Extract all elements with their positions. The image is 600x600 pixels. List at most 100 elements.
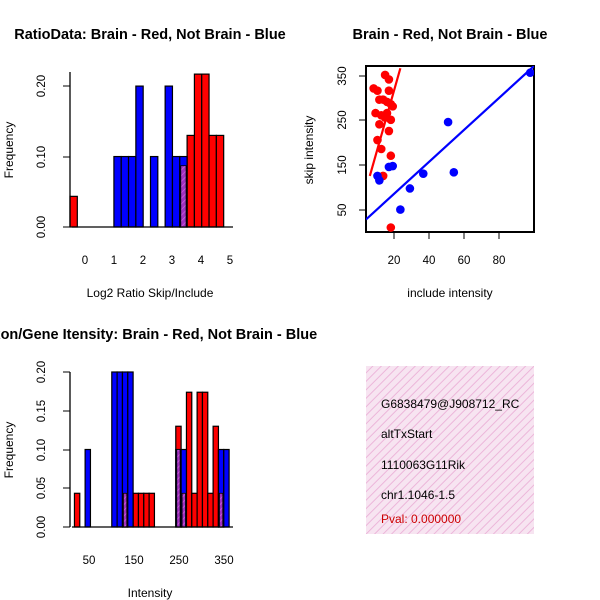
intensity-ytick-label: 0.15 bbox=[36, 400, 48, 422]
ratio-overlap-bar bbox=[180, 165, 187, 228]
ratio-xtick-label: 0 bbox=[82, 255, 88, 267]
ratio-red-bar bbox=[186, 134, 196, 228]
ratio-xtick-label: 3 bbox=[169, 255, 175, 267]
scatter-red-point bbox=[376, 144, 386, 154]
intensity-overlap-bar bbox=[123, 492, 128, 528]
scatter-blue-point bbox=[375, 176, 384, 185]
scatter-ytick-label: 350 bbox=[337, 66, 349, 85]
scatter-ytick-label: 150 bbox=[337, 155, 349, 174]
scatter-red-point bbox=[375, 120, 384, 129]
scatter-panel: Brain - Red, Not Brain - Blue 20 40 60 8… bbox=[302, 27, 547, 300]
ratio-histogram-title: RatioData: Brain - Red, Not Brain - Blue bbox=[14, 27, 286, 43]
intensity-red-bar bbox=[132, 492, 140, 528]
ratio-xtick-label: 5 bbox=[227, 255, 233, 267]
scatter-y-ticks: 50 150 250 350 bbox=[337, 66, 366, 216]
intensity-xtick-label: 50 bbox=[83, 555, 96, 567]
intensity-overlap-bar bbox=[176, 449, 181, 528]
scatter-red-point bbox=[384, 75, 394, 84]
intensity-x-axis-label: Intensity bbox=[128, 586, 173, 600]
intensity-ytick-label: 0.05 bbox=[36, 477, 48, 499]
intensity-blue-bar bbox=[223, 448, 230, 528]
intensity-blue-bar bbox=[84, 448, 92, 528]
intensity-red-bar bbox=[137, 492, 145, 528]
intensity-overlap-bar bbox=[219, 492, 224, 528]
ratio-x-axis-label: Log2 Ratio Skip/Include bbox=[87, 286, 214, 300]
ratio-xtick-label: 1 bbox=[111, 255, 117, 267]
scatter-y-axis-label: skip intensity bbox=[302, 116, 316, 185]
scatter-title: Brain - Red, Not Brain - Blue bbox=[353, 27, 548, 43]
scatter-red-point bbox=[386, 115, 396, 125]
intensity-blue-bar bbox=[116, 371, 124, 528]
ratio-blue-bar bbox=[135, 85, 144, 228]
scatter-plot-frame bbox=[365, 65, 535, 233]
scatter-red-point bbox=[384, 86, 394, 95]
ratio-blue-bar bbox=[171, 155, 181, 228]
ratio-red-bar bbox=[215, 134, 225, 228]
intensity-red-bar bbox=[201, 391, 209, 528]
info-box-background bbox=[366, 366, 534, 534]
ratio-ytick-label: 0.20 bbox=[36, 75, 48, 97]
scatter-red-fit-line bbox=[368, 67, 402, 177]
scatter-blue-point bbox=[443, 117, 453, 127]
ratio-blue-bar bbox=[120, 155, 130, 228]
intensity-red-bar bbox=[143, 492, 150, 528]
intensity-red-bar bbox=[73, 492, 81, 528]
intensity-y-ticks: 0.00 0.05 0.10 0.15 0.20 bbox=[36, 361, 70, 538]
ratio-blue-bar bbox=[164, 85, 174, 228]
scatter-red-point bbox=[382, 108, 392, 118]
scatter-red-point bbox=[388, 102, 398, 111]
scatter-blue-fit-line bbox=[366, 66, 534, 221]
scatter-blue-point bbox=[388, 161, 398, 171]
scatter-ytick-label: 250 bbox=[337, 110, 349, 129]
scatter-red-point bbox=[373, 86, 382, 95]
intensity-ytick-label: 0.10 bbox=[36, 439, 48, 461]
intensity-ytick-label: 0.00 bbox=[36, 516, 48, 538]
ratio-xtick-label: 4 bbox=[198, 255, 205, 267]
intensity-y-axis-label: Frequency bbox=[2, 422, 16, 479]
intensity-xtick-label: 350 bbox=[214, 555, 233, 567]
ratio-red-bar bbox=[193, 73, 203, 228]
intensity-blue-bar bbox=[127, 371, 134, 528]
intensity-ytick-label: 0.20 bbox=[36, 361, 48, 383]
scatter-xtick-label: 20 bbox=[388, 255, 401, 267]
info-location: chr1.1046-1.5 bbox=[381, 488, 455, 502]
ratio-y-axis-label: Frequency bbox=[2, 122, 16, 179]
ratio-blue-bar bbox=[113, 155, 122, 228]
ratio-red-bar bbox=[69, 195, 78, 228]
ratio-blue-bar bbox=[127, 155, 137, 228]
ratio-y-ticks: 0.00 0.10 0.20 bbox=[36, 75, 70, 238]
scatter-x-ticks: 20 40 60 80 bbox=[388, 232, 506, 267]
scatter-red-point bbox=[373, 135, 382, 145]
ratio-red-bar bbox=[208, 134, 217, 228]
ratio-histogram-bars bbox=[69, 73, 225, 228]
ratio-blue-bar bbox=[149, 155, 159, 228]
ratio-ytick-label: 0.10 bbox=[36, 146, 48, 168]
scatter-xtick-label: 60 bbox=[458, 255, 471, 267]
ratio-ytick-label: 0.00 bbox=[36, 216, 48, 238]
scatter-blue-point bbox=[418, 169, 428, 178]
intensity-red-bar bbox=[212, 425, 220, 528]
scatter-red-point bbox=[386, 223, 396, 232]
scatter-blue-point bbox=[396, 205, 405, 214]
scatter-xtick-label: 80 bbox=[493, 255, 506, 267]
intensity-red-bar bbox=[207, 492, 214, 528]
scatter-blue-point bbox=[525, 68, 534, 78]
scatter-ytick-label: 50 bbox=[337, 204, 349, 217]
ratio-red-bar bbox=[201, 73, 210, 228]
scatter-xtick-label: 40 bbox=[423, 255, 436, 267]
ratio-histogram-panel: RatioData: Brain - Red, Not Brain - Blue… bbox=[2, 27, 286, 300]
info-pval: Pval: 0.000000 bbox=[381, 512, 461, 526]
intensity-red-bar bbox=[191, 492, 198, 528]
intensity-histogram-panel: Exon/Gene Itensity: Brain - Red, Not Bra… bbox=[0, 327, 317, 600]
scatter-marks bbox=[366, 66, 534, 232]
scatter-x-axis-label: include intensity bbox=[407, 286, 492, 300]
ratio-x-ticks: 0 1 2 3 4 5 bbox=[82, 255, 233, 267]
scatter-blue-point bbox=[449, 168, 459, 177]
scatter-red-point bbox=[386, 151, 396, 161]
scatter-blue-point bbox=[405, 184, 415, 193]
intensity-xtick-label: 150 bbox=[124, 555, 143, 567]
intensity-xtick-label: 250 bbox=[169, 555, 188, 567]
intensity-red-bar bbox=[185, 391, 193, 528]
scatter-red-point bbox=[384, 126, 394, 136]
